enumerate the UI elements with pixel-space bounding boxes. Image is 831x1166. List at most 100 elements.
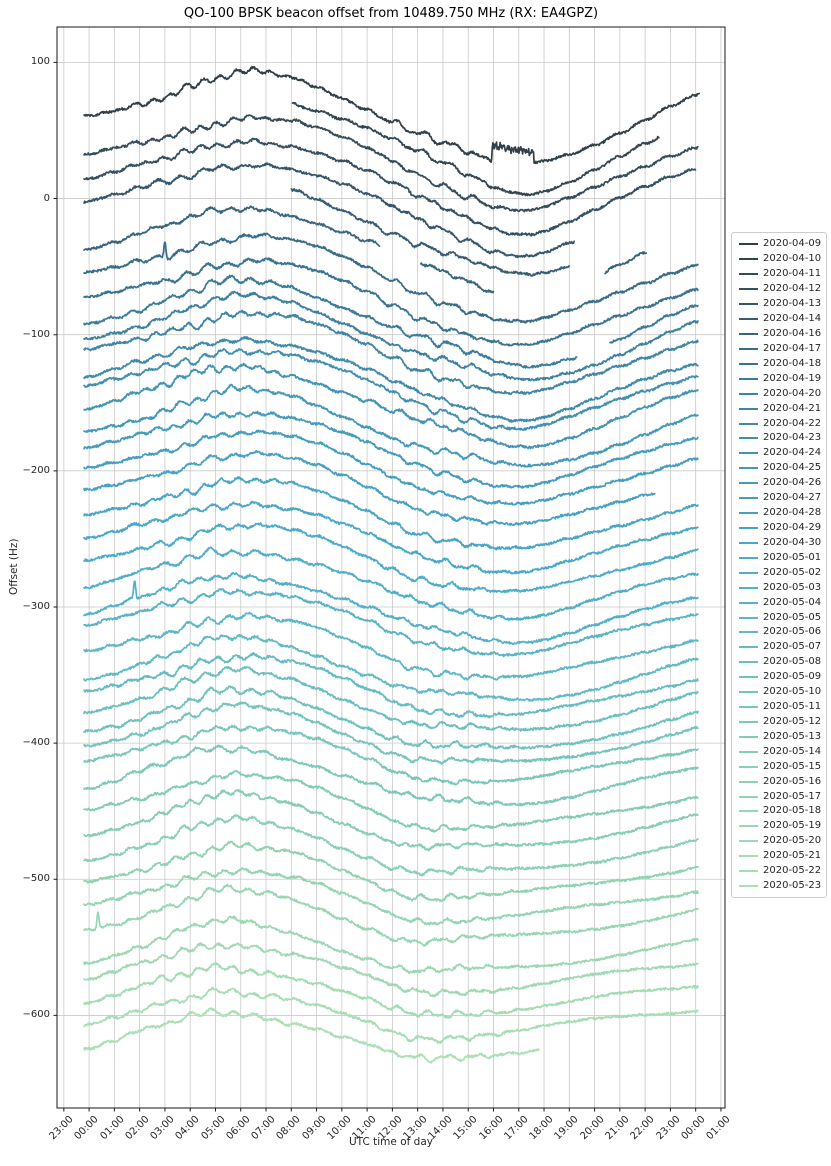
legend-entry: 2020-04-20 [732,386,826,401]
legend-entry: 2020-05-07 [732,640,826,655]
legend-line-swatch [739,467,758,470]
legend-line-swatch [739,332,758,335]
legend-line-swatch [739,377,758,380]
y-tick-label: −200 [22,464,50,476]
legend-entry: 2020-04-22 [732,416,826,431]
legend-line-swatch [739,452,758,455]
legend-label: 2020-04-28 [763,507,822,519]
legend-entry: 2020-05-05 [732,610,826,625]
legend-label: 2020-04-09 [763,238,822,250]
legend-entry: 2020-05-01 [732,550,826,565]
legend-line-swatch [739,885,758,888]
legend-entry: 2020-04-23 [732,431,826,446]
x-axis-label: UTC time of day [349,1136,433,1148]
legend-label: 2020-04-12 [763,283,822,295]
legend-label: 2020-05-06 [763,626,822,638]
legend-line-swatch [739,512,758,515]
legend-label: 2020-04-14 [763,313,822,325]
legend-label: 2020-04-24 [763,447,822,459]
legend-label: 2020-05-05 [763,611,822,623]
legend-label: 2020-05-13 [763,730,822,742]
legend-line-swatch [739,347,758,350]
legend-entry: 2020-04-17 [732,341,826,356]
legend-label: 2020-04-30 [763,536,822,548]
y-tick-label: −500 [22,873,50,885]
legend-label: 2020-04-11 [763,268,822,280]
legend-line-swatch [739,243,758,246]
legend-line-swatch [739,318,758,321]
legend-line-swatch [739,661,758,664]
legend-line-swatch [739,601,758,604]
legend-line-swatch [739,526,758,529]
legend-label: 2020-05-16 [763,775,822,787]
legend-label: 2020-04-20 [763,387,822,399]
legend-entry: 2020-05-02 [732,565,826,580]
legend-line-swatch [739,437,758,440]
legend-label: 2020-05-03 [763,581,822,593]
legend-entry: 2020-04-30 [732,535,826,550]
legend-line-swatch [739,362,758,365]
legend-line-swatch [739,258,758,261]
y-tick-label: −600 [22,1009,50,1021]
legend-entry: 2020-05-15 [732,759,826,774]
legend-label: 2020-05-23 [763,880,822,892]
legend-label: 2020-05-21 [763,850,822,862]
legend-label: 2020-05-07 [763,641,822,653]
legend-label: 2020-04-22 [763,417,822,429]
y-tick-label: −100 [22,328,50,340]
y-tick-label: −400 [22,737,50,749]
legend-entry: 2020-04-28 [732,506,826,521]
legend-entry: 2020-05-03 [732,580,826,595]
legend-entry: 2020-04-13 [732,297,826,312]
legend-entry: 2020-04-29 [732,521,826,536]
legend-line-swatch [739,392,758,395]
legend-line-swatch [739,631,758,634]
legend-line-swatch [739,735,758,738]
legend-entry: 2020-05-04 [732,595,826,610]
legend-entry: 2020-04-19 [732,371,826,386]
legend-line-swatch [739,825,758,828]
legend-line-swatch [739,691,758,694]
legend-line-swatch [739,303,758,306]
legend-entry: 2020-04-09 [732,237,826,252]
legend-label: 2020-04-21 [763,402,822,414]
legend-line-swatch [739,541,758,544]
chart-title: QO-100 BPSK beacon offset from 10489.750… [183,6,599,21]
legend-entry: 2020-04-16 [732,327,826,342]
legend-line-swatch [739,780,758,783]
legend-label: 2020-05-08 [763,656,822,668]
legend-label: 2020-05-01 [763,551,822,563]
legend-entry: 2020-05-17 [732,789,826,804]
legend-entry: 2020-05-06 [732,625,826,640]
legend-line-swatch [739,870,758,873]
legend-label: 2020-05-20 [763,835,822,847]
legend-label: 2020-04-29 [763,521,822,533]
legend-label: 2020-05-10 [763,686,822,698]
legend-entry: 2020-05-11 [732,700,826,715]
legend-entry: 2020-05-12 [732,715,826,730]
legend-entry: 2020-05-09 [732,670,826,685]
legend-line-swatch [739,840,758,843]
legend-label: 2020-05-19 [763,820,822,832]
legend-line-swatch [739,273,758,276]
legend-entry: 2020-05-23 [732,879,826,894]
legend-line-swatch [739,497,758,500]
legend: 2020-04-09 2020-04-10 2020-04-11 2020-04-12… [731,232,827,898]
legend-label: 2020-05-09 [763,671,822,683]
legend-entry: 2020-05-13 [732,729,826,744]
legend-label: 2020-04-17 [763,342,822,354]
legend-entry: 2020-04-26 [732,476,826,491]
legend-line-swatch [739,720,758,723]
legend-entry: 2020-05-22 [732,864,826,879]
legend-line-swatch [739,646,758,649]
legend-label: 2020-05-18 [763,805,822,817]
legend-line-swatch [739,556,758,559]
legend-entry: 2020-05-19 [732,819,826,834]
legend-label: 2020-05-22 [763,865,822,877]
legend-entry: 2020-04-18 [732,356,826,371]
legend-line-swatch [739,765,758,768]
legend-entry: 2020-04-27 [732,491,826,506]
legend-entry: 2020-04-25 [732,461,826,476]
legend-entry: 2020-05-14 [732,744,826,759]
